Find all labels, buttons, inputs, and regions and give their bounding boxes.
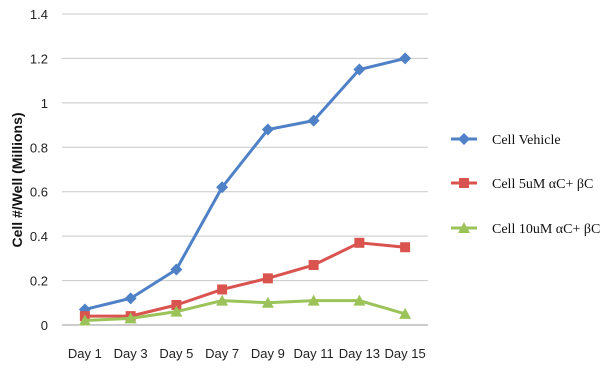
data-point — [170, 305, 183, 317]
x-tick-label: Day 5 — [159, 346, 193, 361]
legend-entry: Cell 5uM αC+ βC — [451, 177, 593, 192]
data-point — [78, 314, 91, 326]
data-point — [353, 63, 366, 76]
data-point — [308, 260, 319, 271]
x-tick-label: Day 11 — [294, 346, 334, 361]
legend: Cell Vehicle Cell 5uM αC+ βC Cell 10uM αC+… — [451, 133, 600, 237]
data-point — [459, 178, 469, 188]
y-axis-label: Cell #/Well (Millions) — [9, 112, 25, 247]
data-point — [170, 263, 183, 276]
data-point — [124, 312, 137, 324]
legend-entry: Cell 10uM αC+ βC — [451, 222, 600, 237]
data-point — [307, 114, 320, 127]
series-group — [78, 52, 412, 326]
data-point — [400, 242, 411, 253]
y-tick-label: 0.8 — [30, 140, 48, 155]
x-tick-labels: Day 1 Day 3 Day 5 Day 7 Day 9 Day 11 Day 13 Day… — [68, 346, 426, 361]
data-point — [354, 237, 365, 248]
legend-label: Cell Vehicle — [492, 133, 561, 148]
data-point — [458, 133, 470, 145]
series-line — [84, 241, 406, 318]
data-point — [399, 307, 412, 319]
x-tick-label: Day 9 — [251, 346, 285, 361]
y-tick-label: 0.6 — [30, 185, 48, 200]
legend-entry: Cell Vehicle — [451, 133, 561, 148]
data-point — [124, 292, 137, 305]
data-point — [399, 52, 412, 65]
data-point — [171, 300, 182, 311]
data-point — [261, 296, 274, 308]
data-point — [458, 222, 470, 233]
series-1 — [79, 237, 411, 322]
x-tick-label: Day 13 — [339, 346, 380, 361]
y-tick-labels: 0 0.2 0.4 0.6 0.8 1 1.2 1.4 — [30, 7, 48, 333]
x-tick-label: Day 7 — [205, 346, 239, 361]
series-2 — [78, 294, 412, 326]
legend-label: Cell 10uM αC+ βC — [492, 222, 600, 237]
x-tick-label: Day 3 — [114, 346, 148, 361]
series-line — [84, 299, 406, 323]
data-point — [262, 273, 273, 284]
data-point — [217, 284, 228, 295]
data-point — [353, 294, 366, 306]
y-tick-label: 1.2 — [30, 51, 48, 66]
data-point — [216, 294, 229, 306]
data-point — [261, 123, 274, 136]
y-tick-label: 0 — [41, 318, 48, 333]
y-tick-label: 0.2 — [30, 274, 48, 289]
y-tick-label: 1 — [41, 96, 48, 111]
series-0 — [78, 52, 412, 316]
data-point — [216, 181, 229, 194]
x-tick-label: Day 1 — [68, 346, 102, 361]
data-point — [307, 294, 320, 306]
legend-label: Cell 5uM αC+ βC — [492, 177, 593, 192]
series-line — [84, 56, 406, 311]
x-tick-label: Day 15 — [385, 346, 426, 361]
y-tick-label: 1.4 — [30, 7, 48, 22]
gridlines — [62, 13, 428, 326]
y-tick-label: 0.4 — [30, 229, 48, 244]
